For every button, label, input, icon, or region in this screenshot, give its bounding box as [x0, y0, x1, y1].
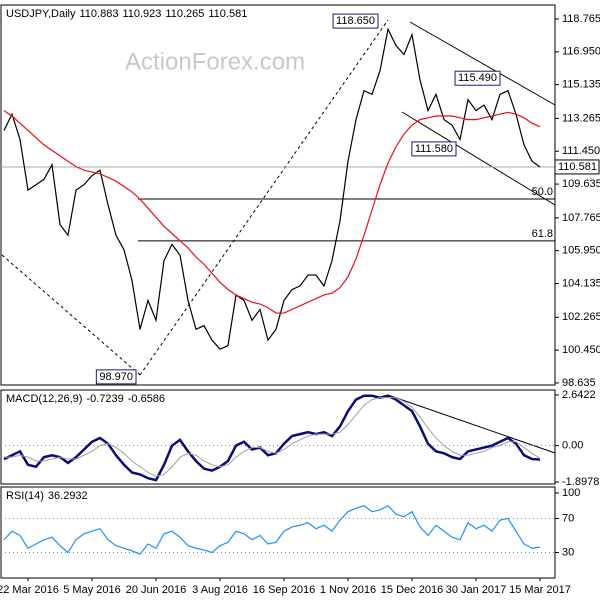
- y-tick-label: 102.265: [562, 311, 600, 323]
- panel-label-value: -0.6586: [128, 393, 165, 405]
- x-tick-label: 5 May 2016: [63, 584, 120, 596]
- panel-frame: [0, 486, 556, 579]
- channel-upper: [409, 21, 556, 106]
- y-tick-label: 0.00: [562, 440, 583, 452]
- annotation-box: [95, 369, 137, 385]
- y-tick-label: 113.265: [562, 112, 600, 124]
- annotation-label: 118.650: [336, 15, 375, 27]
- trendline: [139, 19, 389, 376]
- channel-lower: [401, 111, 556, 206]
- y-tick-label: 30: [562, 546, 574, 558]
- series-line: [3, 504, 541, 555]
- series-line: [3, 27, 541, 350]
- y-tick-label: 98.635: [562, 377, 596, 389]
- x-tick-label: 30 Jan 2017: [446, 584, 507, 596]
- x-tick-label: 16 Sep 2016: [253, 584, 315, 596]
- annotation-box: [332, 13, 379, 29]
- panel-label-value: 110.883: [80, 8, 119, 20]
- y-tick-label: 118.765: [562, 13, 600, 25]
- annotation-box: [454, 70, 501, 86]
- last-price-label: 110.581: [558, 161, 597, 173]
- panel-label-value: 110.923: [122, 8, 161, 20]
- macd-trendline: [387, 394, 556, 454]
- level-label: 50.0: [532, 186, 553, 198]
- panel-frame: [0, 4, 556, 386]
- y-tick-label: -1.8978: [562, 476, 599, 488]
- y-tick-label: 109.635: [562, 178, 600, 190]
- annotation-label: 115.490: [458, 72, 497, 84]
- panel-label: RSI(14): [6, 490, 44, 502]
- watermark: ActionForex.com: [125, 48, 305, 75]
- y-tick-label: 116.950: [562, 46, 600, 58]
- y-tick-label: 111.450: [562, 145, 600, 157]
- annotation-label: 111.580: [415, 143, 453, 155]
- annotation-label: 98.970: [99, 371, 133, 383]
- x-tick-label: 22 Mar 2016: [0, 584, 59, 596]
- panel-label-value: 36.2932: [48, 490, 88, 502]
- y-tick-label: 2.6422: [562, 389, 596, 401]
- x-tick-label: 15 Mar 2017: [509, 584, 571, 596]
- panel-label: USDJPY,Daily: [6, 8, 76, 20]
- panel-label-value: -0.7239: [86, 393, 123, 405]
- y-tick-label: 115.135: [562, 79, 600, 91]
- y-tick-label: 105.950: [562, 245, 600, 257]
- x-tick-label: 1 Nov 2016: [320, 584, 376, 596]
- trendline: [1, 254, 141, 376]
- y-tick-label: 70: [562, 512, 574, 524]
- trendlines: [1, 19, 556, 454]
- y-tick-label: 104.135: [562, 277, 600, 289]
- panel-frame: [0, 389, 556, 485]
- x-tick-label: 3 Aug 2016: [192, 584, 248, 596]
- level-label: 61.8: [532, 228, 553, 240]
- y-tick-label: 100: [562, 487, 580, 499]
- x-tick-label: 20 Jun 2016: [126, 584, 187, 596]
- series-line: [3, 394, 541, 482]
- y-tick-label: 107.765: [562, 212, 600, 224]
- panel-label-value: 110.581: [208, 8, 247, 20]
- last-price-box: [554, 159, 600, 175]
- series-line: [4, 397, 541, 477]
- series-line: [3, 110, 541, 314]
- panel-label: MACD(12,26,9): [6, 393, 82, 405]
- x-tick-label: 15 Dec 2016: [381, 584, 443, 596]
- y-tick-label: 100.450: [562, 344, 600, 356]
- panel-label-value: 110.265: [165, 8, 204, 20]
- annotation-box: [411, 141, 457, 157]
